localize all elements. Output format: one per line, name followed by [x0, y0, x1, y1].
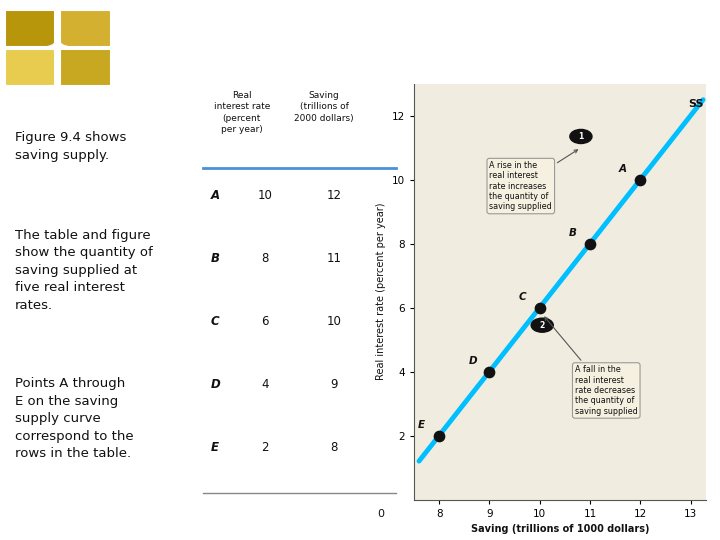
- Circle shape: [531, 318, 553, 332]
- Text: C: C: [518, 292, 526, 302]
- FancyBboxPatch shape: [60, 10, 111, 47]
- Text: 10: 10: [258, 188, 272, 201]
- Text: A rise in the
real interest
rate increases
the quantity of
saving supplied: A rise in the real interest rate increas…: [490, 150, 577, 211]
- Point: [584, 239, 595, 248]
- Text: 8: 8: [330, 441, 338, 454]
- Text: SS: SS: [688, 99, 703, 109]
- Text: 12: 12: [327, 188, 342, 201]
- Text: 4: 4: [261, 378, 269, 391]
- Circle shape: [570, 130, 592, 144]
- Text: A: A: [211, 188, 220, 201]
- Point: [433, 431, 445, 440]
- Text: Figure 9.4 shows
saving supply.: Figure 9.4 shows saving supply.: [15, 131, 126, 162]
- Text: 9.2 INVESTMENT, SAVING, AND INTEREST: 9.2 INVESTMENT, SAVING, AND INTEREST: [125, 38, 528, 56]
- Text: 0: 0: [377, 509, 384, 519]
- Text: 9: 9: [330, 378, 338, 391]
- FancyBboxPatch shape: [4, 49, 55, 86]
- Point: [634, 176, 646, 184]
- Text: C: C: [211, 315, 220, 328]
- Text: 8: 8: [261, 252, 269, 265]
- Text: 2: 2: [539, 321, 545, 330]
- Text: E: E: [211, 441, 219, 454]
- Text: A fall in the
real interest
rate decreases
the quantity of
saving supplied: A fall in the real interest rate decreas…: [545, 317, 638, 416]
- Text: D: D: [468, 355, 477, 366]
- Y-axis label: Real interest rate (percent per year): Real interest rate (percent per year): [376, 203, 386, 380]
- Text: D: D: [211, 378, 220, 391]
- Text: B: B: [569, 228, 577, 238]
- Point: [484, 367, 495, 376]
- Text: Points A through
E on the saving
supply curve
correspond to the
rows in the tabl: Points A through E on the saving supply …: [15, 377, 133, 461]
- Text: 1: 1: [578, 132, 583, 141]
- Text: 2: 2: [261, 441, 269, 454]
- Text: ✛: ✛: [684, 35, 706, 59]
- Text: E: E: [418, 420, 425, 429]
- Text: ✦: ✦: [46, 33, 69, 61]
- Text: Saving
(trillions of
2000 dollars): Saving (trillions of 2000 dollars): [294, 91, 354, 123]
- Text: Real
interest rate
(percent
per year): Real interest rate (percent per year): [214, 91, 270, 134]
- Text: The table and figure
show the quantity of
saving supplied at
five real interest
: The table and figure show the quantity o…: [15, 229, 153, 312]
- Text: 6: 6: [261, 315, 269, 328]
- Text: B: B: [211, 252, 220, 265]
- Text: A: A: [619, 164, 627, 174]
- FancyBboxPatch shape: [4, 10, 55, 47]
- Point: [534, 303, 546, 312]
- Text: 11: 11: [327, 252, 342, 265]
- X-axis label: Saving (trillions of 1000 dollars): Saving (trillions of 1000 dollars): [471, 524, 649, 534]
- FancyBboxPatch shape: [60, 49, 111, 86]
- Text: 10: 10: [327, 315, 342, 328]
